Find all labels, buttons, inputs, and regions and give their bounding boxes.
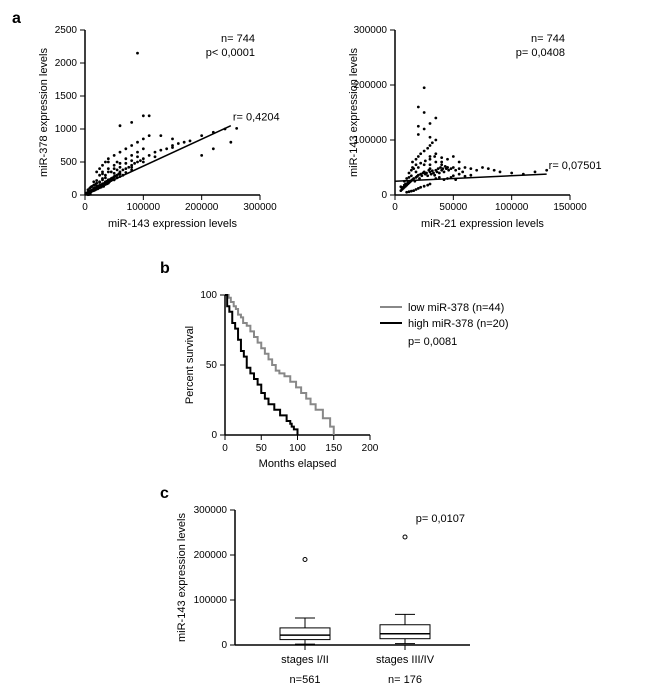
svg-text:500: 500 — [60, 157, 77, 168]
svg-text:miR-143 expression levels: miR-143 expression levels — [348, 48, 360, 177]
svg-text:Percent survival: Percent survival — [184, 326, 196, 404]
km-plot: 0 50 100 150 200 0 50 100 Months elapsed Percent … — [170, 285, 510, 470]
svg-text:n=561: n=561 — [290, 674, 321, 686]
svg-text:300000: 300000 — [194, 505, 228, 516]
svg-text:low miR-378 (n=44): low miR-378 (n=44) — [408, 302, 504, 314]
svg-text:100: 100 — [289, 443, 306, 454]
svg-text:0: 0 — [221, 640, 227, 651]
box-plot: 0 100000 200000 300000 miR-143 expression le… — [170, 500, 510, 695]
km-high-line — [225, 295, 298, 435]
svg-text:stages III/IV: stages III/IV — [376, 654, 435, 666]
svg-text:300000: 300000 — [354, 25, 388, 36]
svg-text:0: 0 — [222, 443, 228, 454]
svg-text:50: 50 — [256, 443, 268, 454]
svg-text:p< 0,0001: p< 0,0001 — [206, 47, 255, 59]
svg-text:0: 0 — [392, 202, 398, 213]
svg-text:200000: 200000 — [194, 550, 228, 561]
svg-text:p= 0,0107: p= 0,0107 — [416, 513, 465, 525]
svg-text:p= 0,0408: p= 0,0408 — [516, 47, 565, 59]
svg-text:0: 0 — [381, 190, 387, 201]
svg-text:200: 200 — [362, 443, 379, 454]
svg-text:high miR-378 (n=20): high miR-378 (n=20) — [408, 318, 509, 330]
svg-text:0: 0 — [211, 430, 217, 441]
svg-text:n= 744: n= 744 — [221, 33, 255, 45]
svg-text:50000: 50000 — [439, 202, 467, 213]
svg-text:300000: 300000 — [243, 202, 277, 213]
svg-text:miR-378 expression levels: miR-378 expression levels — [38, 48, 50, 177]
svg-text:150000: 150000 — [553, 202, 587, 213]
scatter-right: 0500001000001500000100000200000300000miR… — [335, 20, 635, 235]
svg-text:100: 100 — [200, 290, 217, 301]
svg-text:1500: 1500 — [55, 91, 78, 102]
svg-text:Months elapsed: Months elapsed — [259, 458, 337, 470]
svg-text:2000: 2000 — [55, 58, 78, 69]
svg-text:r= 0,4204: r= 0,4204 — [233, 112, 280, 124]
svg-text:50: 50 — [206, 360, 218, 371]
svg-text:stages I/II: stages I/II — [281, 654, 329, 666]
svg-text:r= 0,07501: r= 0,07501 — [549, 160, 602, 172]
panel-c-label: c — [160, 485, 169, 503]
svg-text:100000: 100000 — [194, 595, 228, 606]
svg-text:n= 744: n= 744 — [531, 33, 565, 45]
panel-b-label: b — [160, 260, 170, 278]
svg-text:2500: 2500 — [55, 25, 78, 36]
panel-a-label: a — [12, 10, 21, 28]
svg-text:0: 0 — [71, 190, 77, 201]
svg-text:miR-143 expression levels: miR-143 expression levels — [176, 513, 188, 642]
svg-text:miR-143 expression levels: miR-143 expression levels — [108, 218, 237, 230]
svg-text:100000: 100000 — [127, 202, 161, 213]
svg-text:150: 150 — [325, 443, 342, 454]
svg-text:n= 176: n= 176 — [388, 674, 422, 686]
svg-text:0: 0 — [82, 202, 88, 213]
svg-text:miR-21 expression levels: miR-21 expression levels — [421, 218, 544, 230]
svg-text:200000: 200000 — [185, 202, 219, 213]
svg-text:p= 0,0081: p= 0,0081 — [408, 336, 457, 348]
scatter-left: 0 100000 200000 300000 0 500 1000 1500 2000 2500 m… — [30, 20, 325, 235]
svg-text:100000: 100000 — [495, 202, 529, 213]
svg-text:1000: 1000 — [55, 124, 78, 135]
